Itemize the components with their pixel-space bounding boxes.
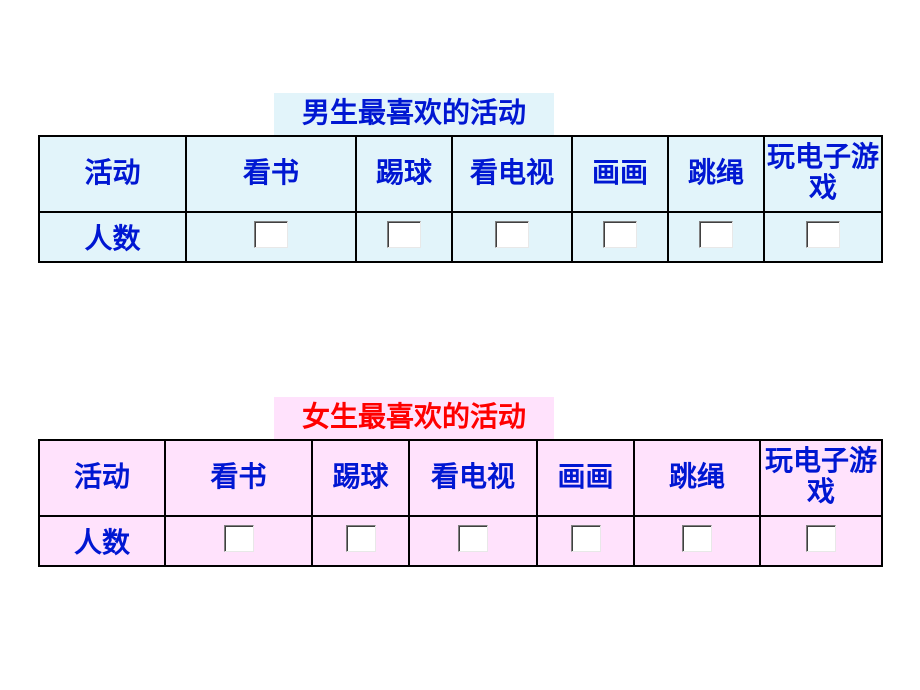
cell-drawing-count — [572, 212, 668, 262]
slide-canvas: 男生最喜欢的活动 活动 看书 踢球 看电视 画画 跳绳 玩电子游戏 人数 — [0, 0, 920, 690]
col-header-football: 踢球 — [312, 440, 409, 516]
row-label-count: 人数 — [39, 516, 165, 566]
col-header-jumprope: 跳绳 — [668, 136, 764, 212]
cell-football-count — [356, 212, 452, 262]
col-header-tv: 看电视 — [452, 136, 572, 212]
col-header-tv: 看电视 — [409, 440, 537, 516]
col-header-videogames: 玩电子游戏 — [764, 136, 882, 212]
col-header-jumprope: 跳绳 — [634, 440, 760, 516]
cell-videogames-count — [760, 516, 882, 566]
girls-header-row: 活动 看书 踢球 看电视 画画 跳绳 玩电子游戏 — [39, 440, 882, 516]
col-header-drawing: 画画 — [572, 136, 668, 212]
input-drawing[interactable] — [571, 525, 601, 552]
input-football[interactable] — [387, 221, 421, 248]
col-header-videogames: 玩电子游戏 — [760, 440, 882, 516]
cell-tv-count — [452, 212, 572, 262]
col-header-activity: 活动 — [39, 440, 165, 516]
girls-table: 活动 看书 踢球 看电视 画画 跳绳 玩电子游戏 人数 — [38, 439, 883, 567]
boys-header-row: 活动 看书 踢球 看电视 画画 跳绳 玩电子游戏 — [39, 136, 882, 212]
boys-title: 男生最喜欢的活动 — [274, 93, 554, 139]
cell-jumprope-count — [634, 516, 760, 566]
input-jumprope[interactable] — [699, 221, 733, 248]
col-header-reading: 看书 — [186, 136, 356, 212]
col-header-activity: 活动 — [39, 136, 186, 212]
cell-football-count — [312, 516, 409, 566]
girls-title: 女生最喜欢的活动 — [274, 397, 554, 443]
input-reading[interactable] — [224, 525, 254, 552]
cell-reading-count — [186, 212, 356, 262]
row-label-count: 人数 — [39, 212, 186, 262]
girls-count-row: 人数 — [39, 516, 882, 566]
col-header-reading: 看书 — [165, 440, 312, 516]
input-tv[interactable] — [495, 221, 529, 248]
boys-table: 活动 看书 踢球 看电视 画画 跳绳 玩电子游戏 人数 — [38, 135, 883, 263]
col-header-drawing: 画画 — [537, 440, 634, 516]
boys-count-row: 人数 — [39, 212, 882, 262]
cell-videogames-count — [764, 212, 882, 262]
input-videogames[interactable] — [806, 221, 840, 248]
input-reading[interactable] — [254, 221, 288, 248]
input-tv[interactable] — [458, 525, 488, 552]
cell-jumprope-count — [668, 212, 764, 262]
input-videogames[interactable] — [806, 525, 836, 552]
cell-drawing-count — [537, 516, 634, 566]
cell-reading-count — [165, 516, 312, 566]
cell-tv-count — [409, 516, 537, 566]
input-football[interactable] — [346, 525, 376, 552]
input-drawing[interactable] — [603, 221, 637, 248]
input-jumprope[interactable] — [682, 525, 712, 552]
col-header-football: 踢球 — [356, 136, 452, 212]
